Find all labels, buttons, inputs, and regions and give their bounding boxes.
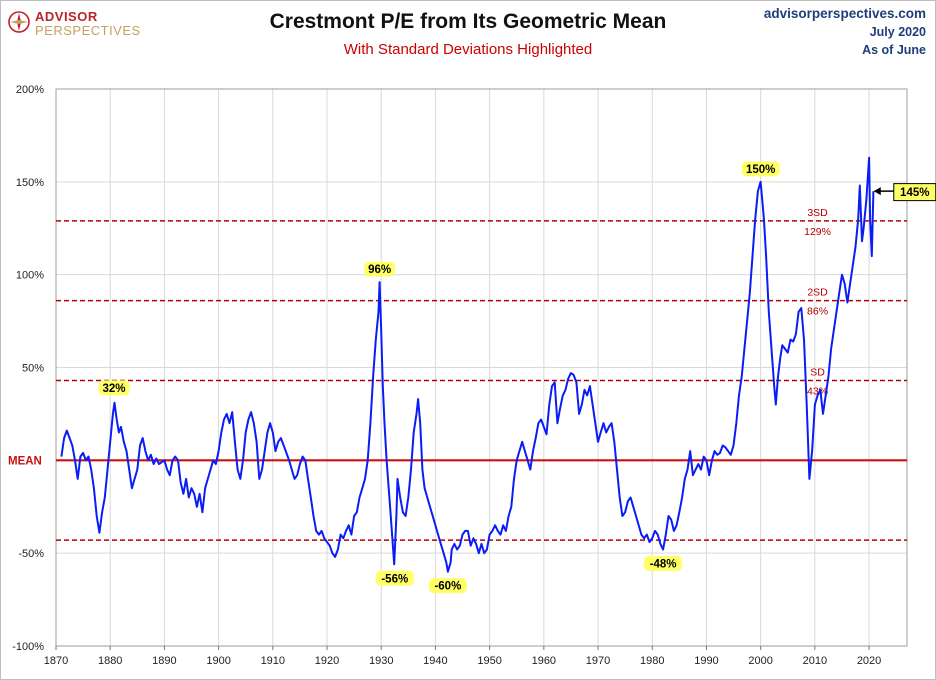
callout-label: 32% bbox=[102, 383, 125, 395]
y-tick-label: -50% bbox=[18, 548, 44, 560]
x-tick-label: 2020 bbox=[857, 655, 881, 667]
callout-box bbox=[428, 578, 467, 594]
y-tick-label: 200% bbox=[16, 84, 44, 96]
x-tick-label: 1990 bbox=[694, 655, 718, 667]
source-link[interactable]: advisorperspectives.com bbox=[763, 6, 926, 21]
callout-box bbox=[375, 570, 414, 586]
as-of-note: As of June bbox=[862, 43, 926, 57]
x-tick-label: 1880 bbox=[98, 655, 122, 667]
x-tick-label: 1960 bbox=[532, 655, 556, 667]
mean-label: MEAN bbox=[8, 455, 42, 467]
x-tick-label: 2000 bbox=[748, 655, 772, 667]
y-tick-label: 50% bbox=[22, 363, 44, 375]
x-tick-label: 2010 bbox=[803, 655, 827, 667]
chart-subtitle: With Standard Deviations Highlighted bbox=[343, 41, 593, 58]
callout-label: -60% bbox=[434, 581, 461, 593]
x-tick-label: 1900 bbox=[206, 655, 230, 667]
x-tick-label: 1890 bbox=[152, 655, 176, 667]
sd-label-name: 2SD bbox=[807, 287, 828, 299]
x-tick-label: 1910 bbox=[261, 655, 285, 667]
logo-text-primary: ADVISOR bbox=[35, 9, 98, 24]
callout-label: 145% bbox=[900, 187, 929, 199]
y-tick-label: -100% bbox=[12, 641, 44, 653]
callout-label: 150% bbox=[746, 164, 775, 176]
x-tick-label: 1970 bbox=[586, 655, 610, 667]
x-tick-label: 1920 bbox=[315, 655, 339, 667]
arrow-head-icon bbox=[873, 187, 881, 196]
callout-label: -56% bbox=[381, 573, 408, 585]
chart-title: Crestmont P/E from Its Geometric Mean bbox=[269, 10, 667, 33]
callout-label: 96% bbox=[368, 264, 391, 276]
sd-label-value: 129% bbox=[804, 226, 831, 238]
series-line bbox=[60, 156, 875, 573]
callout-box bbox=[741, 161, 780, 177]
plot-border bbox=[55, 88, 908, 647]
brand-logo: ADVISOR PERSPECTIVES bbox=[8, 9, 141, 39]
sd-label-value: 43% bbox=[807, 385, 828, 397]
x-tick-label: 1940 bbox=[423, 655, 447, 667]
sd-label-name: SD bbox=[810, 366, 825, 378]
y-tick-label: 150% bbox=[16, 177, 44, 189]
callout-box bbox=[644, 555, 683, 571]
x-tick-label: 1870 bbox=[44, 655, 68, 667]
compass-icon bbox=[8, 11, 30, 33]
callout-label: -48% bbox=[650, 558, 677, 570]
sd-label-value: 86% bbox=[807, 306, 828, 318]
callout-box bbox=[98, 380, 130, 396]
sd-label-name: 3SD bbox=[807, 207, 828, 219]
x-tick-label: 1950 bbox=[477, 655, 501, 667]
logo-text-secondary: PERSPECTIVES bbox=[35, 23, 141, 38]
callout-box bbox=[364, 261, 396, 277]
x-tick-label: 1980 bbox=[640, 655, 664, 667]
x-tick-label: 1930 bbox=[369, 655, 393, 667]
publish-date: July 2020 bbox=[869, 25, 926, 39]
y-tick-label: 100% bbox=[16, 270, 44, 282]
